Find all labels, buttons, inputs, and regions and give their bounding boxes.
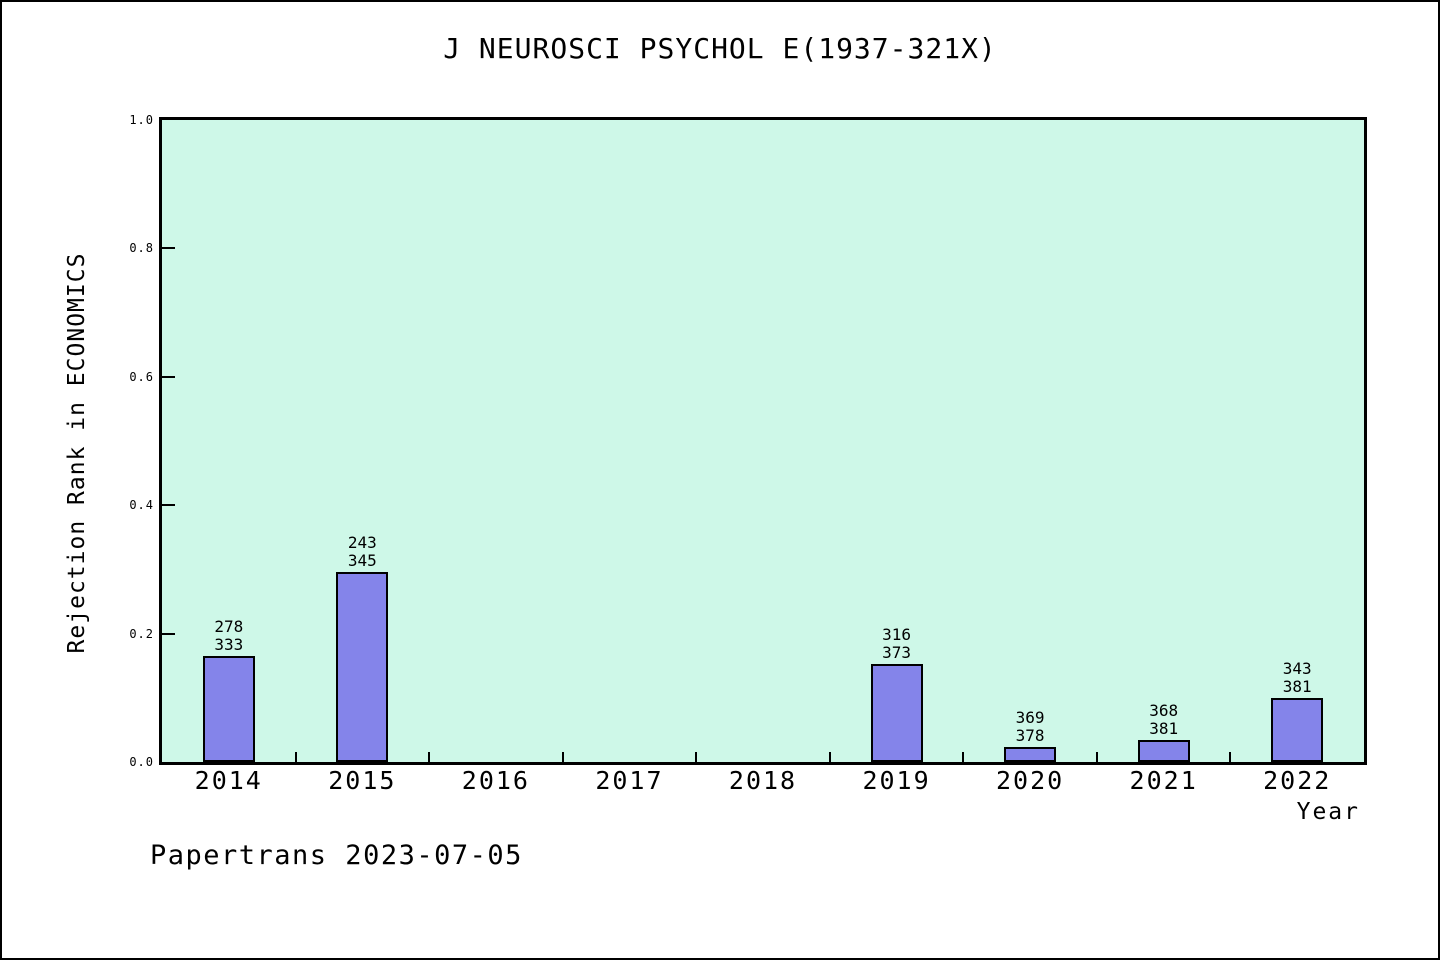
x-tick-label: 2016 — [461, 766, 530, 795]
x-tick-mark — [1095, 752, 1098, 762]
y-tick-label: 0.0 — [129, 755, 154, 769]
x-tick-mark — [828, 752, 831, 762]
x-tick-label: 2022 — [1263, 766, 1332, 795]
bar-2021 — [1137, 740, 1190, 762]
y-tick-label: 0.4 — [129, 498, 154, 513]
bar-value-label-2021: 368 381 — [1149, 701, 1179, 738]
y-tick-mark — [162, 375, 175, 378]
y-tick-mark — [162, 632, 175, 635]
x-tick-mark — [962, 752, 965, 762]
x-tick-label: 2017 — [595, 766, 664, 795]
y-axis-label: Rejection Rank in ECONOMICS — [64, 252, 90, 654]
x-tick-label: 2021 — [1129, 766, 1198, 795]
x-tick-label: 2020 — [996, 766, 1065, 795]
x-axis-label: Year — [1296, 799, 1360, 825]
x-tick-mark — [294, 752, 297, 762]
watermark-text: Papertrans 2023-07-05 — [150, 840, 523, 871]
bar-value-label-2022: 343 381 — [1282, 659, 1312, 696]
x-tick-label: 2018 — [728, 766, 798, 795]
y-tick-label: 0.2 — [129, 626, 154, 641]
x-tick-mark — [695, 752, 698, 762]
bar-2020 — [1004, 747, 1057, 762]
x-tick-mark — [428, 752, 431, 762]
bar-value-label-2015: 243 345 — [347, 533, 377, 570]
x-tick-label: 2015 — [328, 766, 397, 795]
y-tick-label: 0.8 — [129, 241, 154, 256]
x-tick-mark — [1229, 752, 1232, 762]
y-tick-label: 0.6 — [129, 369, 154, 384]
bar-2015 — [336, 572, 389, 762]
x-tick-label: 2014 — [194, 766, 263, 795]
y-tick-mark — [162, 504, 175, 507]
chart-title: J NEUROSCI PSYCHOL E(1937-321X) — [443, 32, 997, 65]
bar-2014 — [202, 656, 255, 762]
y-tick-label: 1.0 — [129, 113, 154, 127]
plot-area: 278 333 243 345 316 373 369 378 368 381 343 3… — [159, 117, 1367, 765]
x-tick-label: 2019 — [862, 766, 931, 795]
bar-value-label-2019: 316 373 — [882, 625, 911, 662]
bar-value-label-2020: 369 378 — [1015, 708, 1045, 745]
y-tick-mark — [162, 247, 175, 250]
bar-2019 — [870, 664, 923, 762]
bar-value-label-2014: 278 333 — [214, 617, 244, 654]
bar-2022 — [1271, 698, 1324, 762]
x-tick-mark — [561, 752, 564, 762]
